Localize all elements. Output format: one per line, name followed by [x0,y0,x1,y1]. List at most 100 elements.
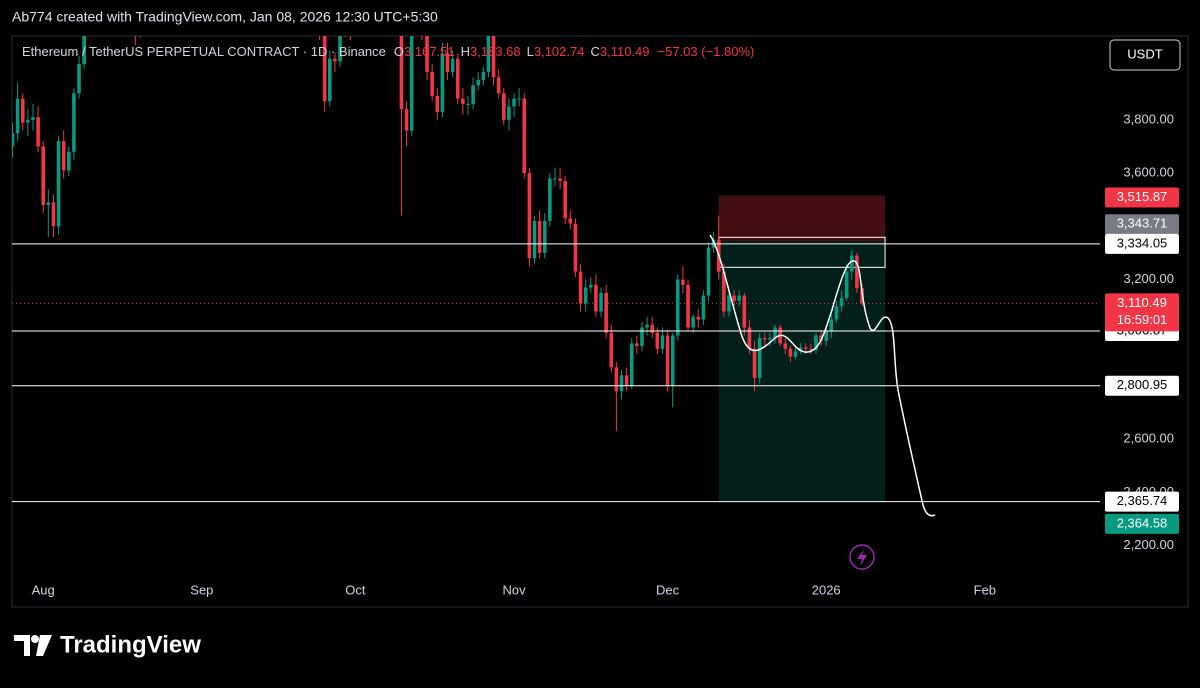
candle-body [149,0,153,5]
candle-body [456,59,460,99]
candle-body [707,248,711,296]
candle-body [589,285,593,288]
candle-body [584,288,588,304]
ohlc-value: 3,183.68 [470,44,521,59]
candle-body [41,146,45,205]
candle-body [804,347,808,348]
candle-body [681,280,685,285]
candle-body [676,280,680,336]
candle-body [563,181,567,218]
candle-body [93,0,97,8]
candle-body [548,178,552,221]
candle-body [569,218,573,223]
last-price-tag: 3,110.49 [1117,295,1167,310]
candle-body [753,349,757,378]
change: −57.03 (−1.80%) [658,44,755,59]
candle-body [609,333,613,368]
candle-body [57,141,61,226]
candle-body [21,99,25,123]
candle-body [323,27,327,102]
candle-body [11,133,15,146]
candle-body [553,178,557,179]
candle-body [405,109,409,130]
candle-body [507,107,511,120]
candle-body [451,59,455,72]
candle-body [686,285,690,328]
candle-body [476,80,480,85]
stop-tag: 3,515.87 [1117,189,1168,204]
x-tick-label: Feb [974,582,996,597]
logo-mark [14,635,30,656]
candle-body [630,343,634,386]
candle-body [16,99,20,134]
candle-body [579,272,583,304]
candle-body [645,325,649,328]
candle-body [830,319,834,331]
candle-body [615,367,619,391]
candle-body [67,152,71,171]
y-tick-label: 3,600.00 [1123,165,1174,180]
candle-body [26,120,30,123]
x-tick-label: Dec [656,582,680,597]
symbol: Ethereum / TetherUS PERPETUAL CONTRACT ·… [22,44,386,59]
y-tick-label: 2,200.00 [1123,537,1174,552]
ohlc-value: 3,167.51 [404,44,455,59]
candle-body [72,93,76,152]
x-tick-label: Oct [345,582,366,597]
candle-body [502,93,506,120]
candle-body [430,72,434,96]
candle-body [604,293,608,333]
candle-body [533,221,537,258]
candle-body [758,338,762,378]
candle-body [789,349,793,357]
candle-body [794,351,798,356]
candle-body [599,293,603,312]
candle-body [640,327,644,346]
candle-body [620,375,624,391]
candle-body [538,221,542,253]
candle-body [98,0,102,8]
ohlc-key: C [590,44,599,59]
candle-body [461,99,465,104]
ohlc-value: 3,102.74 [534,44,585,59]
candle-body [441,53,445,112]
ohlc-key: L [527,44,534,59]
candle-body [517,99,521,100]
candle-body [783,343,787,348]
candle-body [594,285,598,312]
level-tag: 2,800.95 [1117,377,1168,392]
candle-body [666,335,670,386]
candle-body [558,178,562,181]
credit: Ab774 created with TradingView.com, Jan … [12,9,438,25]
candle-body [625,375,629,386]
entry-tag: 3,343.71 [1117,216,1168,231]
stop-zone [719,195,885,241]
chart-panel [12,36,1188,607]
candle-body [77,64,81,93]
x-tick-label: Aug [32,582,55,597]
candle-body [763,338,767,339]
candle-body [850,256,854,272]
candle-body [466,104,470,105]
candle-body [512,99,516,107]
candle-body [650,325,654,333]
candle-body [31,117,35,120]
ohlc-key: O [394,44,404,59]
logo [14,635,52,656]
candle-body [410,27,414,131]
candle-body [543,221,547,253]
candle-body [768,338,772,339]
y-tick-label: 2,600.00 [1123,431,1174,446]
candle-body [702,296,706,320]
x-tick-label: Nov [502,582,526,597]
candle-body [528,173,532,258]
candle-body [47,202,51,205]
candle-body [144,0,148,5]
level-tag: 3,334.05 [1117,235,1168,250]
candle-body [635,343,639,346]
target-tag: 2,364.58 [1117,515,1168,530]
candle-body [52,202,56,226]
candle-body [471,85,475,104]
candle-body [732,296,736,301]
